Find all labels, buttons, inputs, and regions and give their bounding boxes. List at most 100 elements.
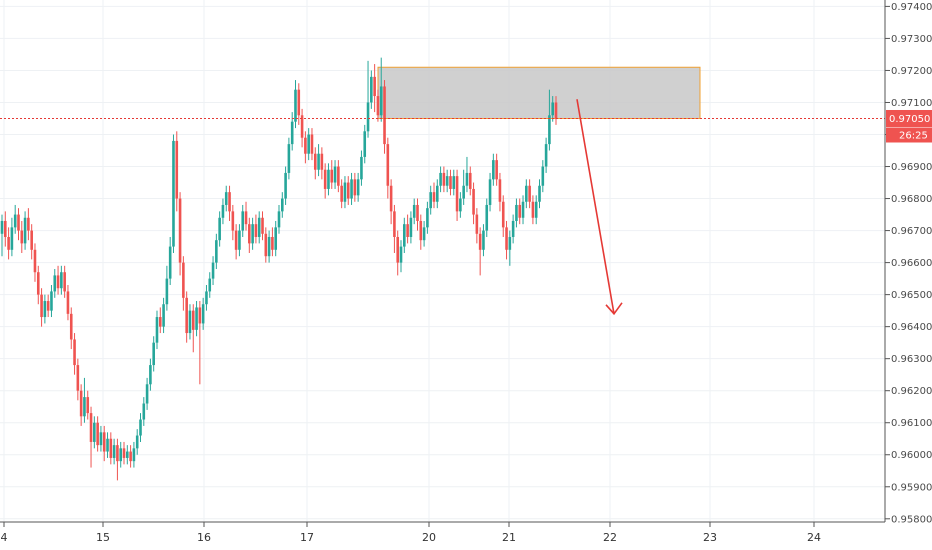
candle [267, 230, 271, 263]
candle-body [406, 224, 409, 237]
y-tick-label: 0.96000 [891, 450, 932, 461]
candle-body [399, 246, 403, 263]
candle [508, 230, 512, 266]
candle-body [0, 220, 4, 234]
candle [429, 185, 432, 215]
candle-body [145, 384, 149, 404]
candle-body [492, 160, 495, 180]
candle-body [445, 176, 449, 186]
candle [211, 256, 215, 286]
candle [501, 195, 505, 237]
candle [43, 294, 47, 324]
candle-body [17, 214, 20, 231]
candle [36, 265, 40, 305]
candle [271, 227, 274, 257]
candle-body [129, 451, 132, 462]
x-tick-label: 24 [807, 531, 821, 544]
candle-body [271, 236, 274, 250]
candle [350, 172, 353, 205]
candle [465, 156, 469, 193]
candle-body [208, 278, 212, 292]
candle-body [370, 76, 373, 103]
candle [248, 217, 251, 253]
candle [412, 198, 416, 225]
candle [300, 108, 304, 148]
candle-body [10, 227, 14, 250]
candle-body [541, 166, 545, 186]
y-tick-label: 0.96200 [891, 386, 932, 397]
candle [7, 227, 10, 260]
candle [445, 169, 449, 193]
candle-body [7, 236, 10, 250]
resistance-zone[interactable] [377, 66, 701, 119]
candle-body [185, 297, 188, 334]
candle [13, 204, 17, 234]
bar-countdown-label: 26:25 [899, 130, 928, 141]
candle [27, 208, 30, 241]
candle [492, 153, 495, 186]
candle [261, 211, 264, 241]
candle-body [416, 204, 419, 221]
candle-body [366, 102, 370, 132]
candle-body [188, 310, 192, 334]
candle-body [79, 390, 83, 417]
candle-body [152, 342, 155, 366]
candle [346, 176, 350, 205]
candle-body [106, 438, 109, 452]
candle-body [521, 201, 525, 218]
candle-body [449, 176, 452, 189]
candle-body [356, 179, 360, 196]
candle-body [551, 102, 555, 116]
candle [33, 243, 37, 282]
candle [46, 294, 50, 318]
candle-body [228, 192, 231, 212]
candle-body [122, 448, 126, 458]
candle [422, 220, 426, 247]
candle [264, 227, 268, 263]
candle-body [135, 435, 139, 449]
candle [459, 192, 462, 218]
candle [86, 390, 90, 420]
projection-arrow[interactable] [576, 99, 623, 316]
candle [251, 217, 254, 250]
candle-body [264, 233, 268, 257]
candle-body [139, 419, 142, 436]
candle [370, 70, 373, 109]
x-tick-label: 23 [703, 531, 717, 544]
candle [505, 220, 508, 260]
candle-body [215, 240, 218, 263]
candle-body [261, 217, 264, 234]
candle-body [234, 230, 238, 250]
candle-body [300, 115, 304, 138]
candle-body [33, 249, 37, 273]
candle [323, 163, 327, 199]
candle [554, 96, 558, 125]
candle-body [554, 102, 558, 119]
candle-body [363, 131, 367, 157]
candle [320, 147, 324, 180]
candle [287, 137, 291, 180]
candle-body [168, 246, 172, 279]
candle-body [297, 89, 301, 116]
candle [277, 204, 281, 234]
candle-body [27, 217, 30, 231]
candle-body [155, 317, 159, 343]
candle-body [429, 192, 432, 209]
candle-body [531, 201, 535, 218]
candle-body [119, 448, 123, 462]
candle-body [201, 304, 205, 324]
candle-body [439, 172, 442, 186]
arrow-head [605, 302, 623, 316]
candle [373, 64, 376, 113]
candle [162, 297, 165, 334]
candle [439, 166, 442, 193]
time-axis[interactable]: 4 15 16 17 20 21 22 23 24 [1, 522, 822, 544]
candle [10, 217, 14, 257]
candle [442, 166, 446, 193]
candle-body [383, 86, 386, 145]
candle-body [172, 140, 175, 247]
candle [221, 198, 225, 225]
y-tick-label: 0.96400 [891, 322, 932, 333]
candle [106, 432, 109, 458]
